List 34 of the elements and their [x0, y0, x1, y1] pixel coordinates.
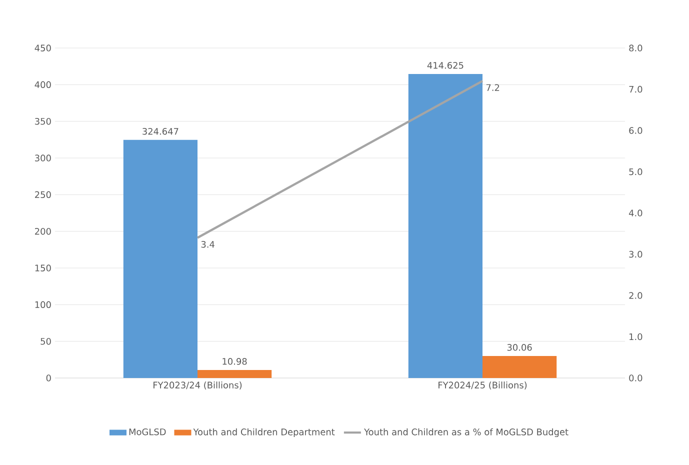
y2-tick-label: 2.0 — [629, 292, 642, 299]
y-tick-label: 400 — [34, 81, 51, 88]
y-tick-label: 250 — [35, 191, 51, 198]
data-label: 414.625 — [427, 62, 464, 69]
y2-tick-label: 8.0 — [629, 44, 642, 52]
y2-tick-label: 7.0 — [629, 86, 642, 93]
y-tick-label: 450 — [34, 44, 51, 52]
bar — [408, 74, 483, 378]
y2-tick-label: 0.0 — [629, 374, 642, 382]
legend-label: MoGLSD — [129, 428, 166, 436]
y-tick-label: 100 — [35, 301, 51, 308]
y2-tick-label: 1.0 — [630, 333, 642, 340]
y-tick-label: 50 — [40, 338, 51, 345]
y-tick-label: 300 — [35, 154, 51, 162]
data-label: 10.98 — [222, 358, 247, 365]
bar — [198, 370, 272, 378]
y2-tick-label: 3.0 — [629, 250, 642, 258]
y-tick-label: 0 — [46, 374, 51, 382]
x-tick-label: FY2024/25 (Billions) — [438, 382, 527, 390]
y-tick-label: 150 — [35, 264, 51, 272]
y2-tick-label: 4.0 — [628, 210, 642, 216]
bar — [482, 356, 557, 378]
y-tick-label: 350 — [35, 118, 51, 125]
bar — [123, 140, 198, 378]
y2-tick-label: 5.0 — [629, 168, 642, 176]
data-label: 3.4 — [201, 240, 214, 248]
data-label: 7.2 — [486, 84, 500, 91]
data-label: 30.06 — [507, 344, 532, 351]
y-tick-label: 200 — [35, 228, 51, 235]
y2-tick-label: 6.0 — [629, 127, 642, 134]
x-tick-label: FY2023/24 (Billions) — [154, 382, 242, 390]
legend-label: Youth and Children Department — [193, 428, 335, 438]
data-label: 324.647 — [142, 128, 178, 135]
legend-label: Youth and Children as a % of MoGLSD Budget — [364, 428, 568, 438]
